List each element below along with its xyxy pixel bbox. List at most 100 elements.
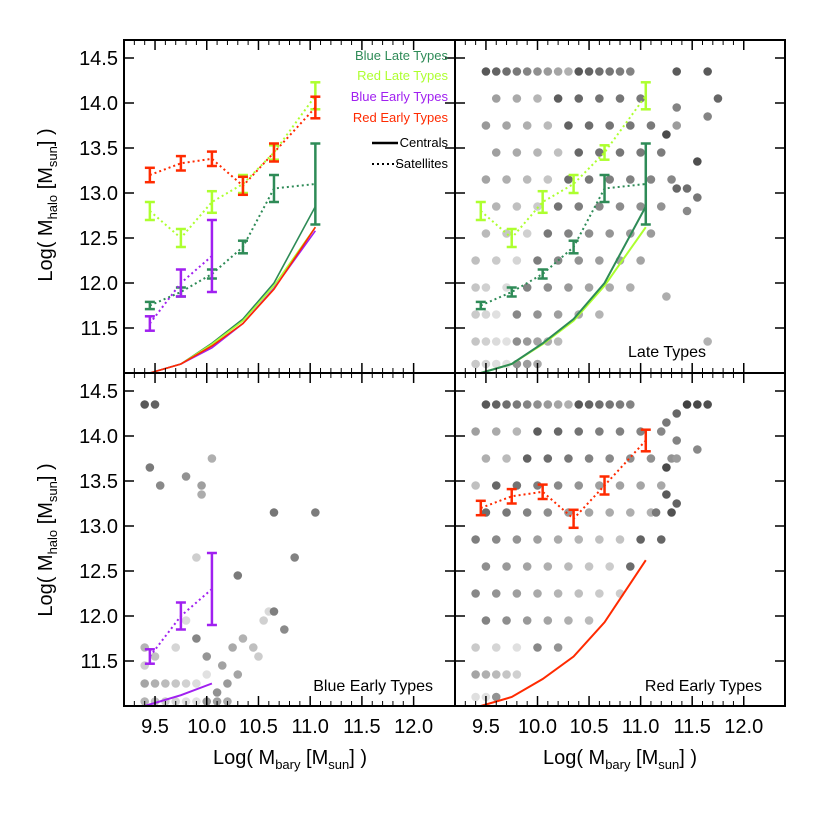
scatter-point xyxy=(202,670,212,679)
scatter-point xyxy=(662,418,671,427)
scatter-point xyxy=(615,148,625,157)
scatter-point xyxy=(181,679,191,688)
scatter-point xyxy=(512,589,522,598)
scatter-point xyxy=(471,589,480,598)
scatter-point xyxy=(481,175,491,184)
scatter-point xyxy=(595,256,604,265)
scatter-point xyxy=(502,337,511,346)
scatter-point xyxy=(615,67,625,76)
scatter-point xyxy=(626,454,635,463)
central-line-red_early xyxy=(149,226,317,373)
scatter-point xyxy=(626,508,635,517)
x-tick-label: 12.0 xyxy=(724,716,763,738)
satellite-line-red-early xyxy=(480,439,647,521)
scatter-point xyxy=(280,625,289,634)
scatter-point xyxy=(595,148,604,157)
scatter-point xyxy=(471,535,480,544)
central-line-blue-early xyxy=(144,682,213,706)
scatter-point xyxy=(212,688,222,697)
y-tick-label: 12.0 xyxy=(79,606,118,628)
scatter-point xyxy=(512,67,522,76)
scatter-point xyxy=(140,400,149,409)
scatter-point xyxy=(491,692,501,702)
scatter-point xyxy=(471,692,480,702)
scatter-point xyxy=(595,589,604,598)
scatter-point xyxy=(502,121,511,130)
scatter-point xyxy=(693,193,702,202)
scatter-point xyxy=(471,670,480,679)
scatter-point xyxy=(564,616,573,625)
scatter-point xyxy=(543,175,553,184)
y-tick-label: 14.5 xyxy=(79,48,118,70)
scatter-point xyxy=(471,359,480,369)
scatter-point xyxy=(553,589,563,598)
scatter-point xyxy=(553,643,563,652)
panel-label-late-types: Late Types xyxy=(628,344,706,361)
scatter-point xyxy=(471,643,480,652)
scatter-point xyxy=(502,175,511,184)
scatter-point xyxy=(233,670,243,679)
scatter-point xyxy=(553,202,563,211)
x-axis-label-right: Log( Mbary [Msun] ) xyxy=(543,747,697,772)
scatter-point xyxy=(471,337,480,346)
scatter-point xyxy=(636,148,645,157)
scatter-point xyxy=(574,535,584,544)
scatter-point xyxy=(553,310,563,319)
scatter-point xyxy=(533,589,542,598)
scatter-point xyxy=(656,202,666,211)
scatter-point xyxy=(584,400,594,409)
satellite-line-red_late xyxy=(149,95,317,240)
scatter-point xyxy=(693,400,702,409)
scatter-point xyxy=(574,427,584,436)
scatter-point xyxy=(512,535,522,544)
scatter-point xyxy=(491,400,501,409)
scatter-point xyxy=(543,400,553,409)
scatter-point xyxy=(502,562,511,571)
legend-entry-satellites: Satellites xyxy=(395,156,448,171)
scatter-point xyxy=(533,337,542,346)
scatter-point xyxy=(564,454,573,463)
scatter-point xyxy=(269,508,279,517)
x-tick-label: 11.5 xyxy=(343,716,380,738)
scatter-point xyxy=(543,229,553,238)
x-tick-label: 10.0 xyxy=(187,716,226,738)
scatter-point xyxy=(615,427,625,436)
scatter-point xyxy=(502,229,511,238)
plot-area xyxy=(471,67,723,373)
scatter-point xyxy=(233,571,243,580)
scatter-point xyxy=(543,508,553,517)
scatter-point xyxy=(595,202,604,211)
scatter-point xyxy=(502,616,511,625)
scatter-point xyxy=(605,454,614,463)
scatter-point xyxy=(238,634,248,643)
scatter-point xyxy=(223,679,232,688)
scatter-point xyxy=(217,661,227,670)
scatter-point xyxy=(553,535,563,544)
satellite-line-red_early xyxy=(149,106,317,188)
scatter-point xyxy=(522,454,532,463)
scatter-point xyxy=(682,206,692,216)
x-tick-label: 11.5 xyxy=(673,716,710,738)
scatter-point xyxy=(522,508,532,517)
scatter-point xyxy=(605,562,614,571)
scatter-point xyxy=(248,643,258,652)
scatter-point xyxy=(543,454,553,463)
scatter-point xyxy=(512,670,522,679)
scatter-point xyxy=(522,283,532,292)
scatter-point xyxy=(491,427,501,436)
scatter-point xyxy=(693,445,702,454)
scatter-point xyxy=(150,400,160,409)
scatter-point xyxy=(192,553,201,562)
scatter-point xyxy=(615,481,625,490)
scatter-point xyxy=(481,562,491,571)
scatter-point xyxy=(522,562,532,571)
scatter-point xyxy=(502,454,511,463)
scatter-point xyxy=(595,427,604,436)
scatter-point xyxy=(646,454,656,463)
scatter-point xyxy=(522,229,532,238)
scatter-point xyxy=(595,67,604,76)
scatter-point xyxy=(522,359,532,369)
scatter-point xyxy=(584,616,594,625)
scatter-point xyxy=(703,337,712,346)
scatter-point xyxy=(662,463,671,472)
